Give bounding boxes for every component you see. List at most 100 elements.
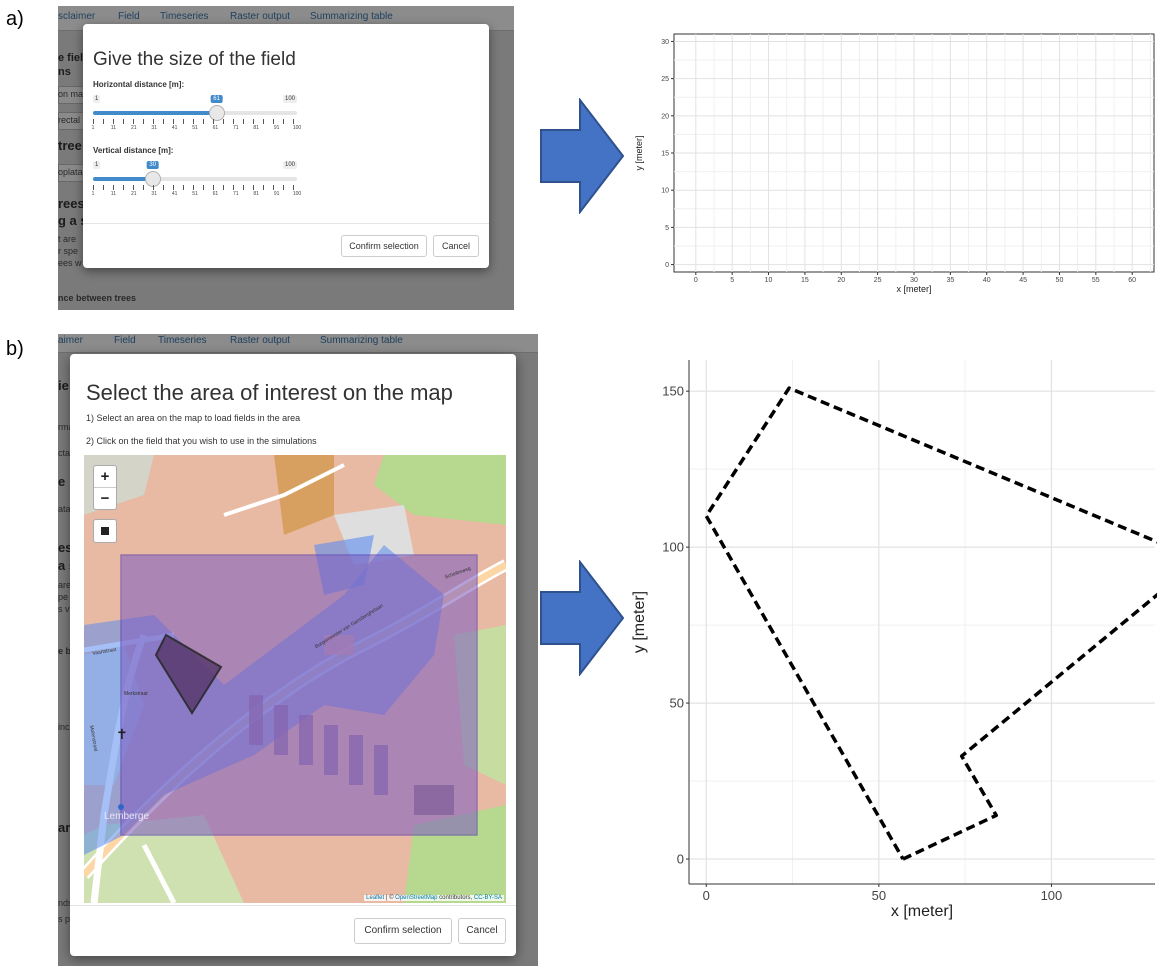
area-of-interest-modal: Select the area of interest on the map 1… (70, 354, 516, 956)
y-tick-label: 5 (665, 225, 669, 232)
osm-link[interactable]: OpenStreetMap (395, 895, 438, 901)
y-axis-label: y [meter] (631, 591, 648, 653)
zoom-in-button[interactable]: + (100, 468, 110, 485)
field-size-modal: Give the size of the field Horizontal di… (83, 24, 489, 268)
sidebar-text: e b (58, 646, 72, 656)
sidebar-text: es (58, 540, 73, 555)
tab-field[interactable]: Field (114, 335, 136, 346)
slider-min-label: 1 (93, 95, 101, 103)
y-tick-label: 50 (670, 696, 684, 711)
y-tick-label: 0 (665, 262, 669, 269)
x-tick-label: 45 (1019, 277, 1027, 284)
slider-min-label: 1 (93, 161, 101, 169)
x-tick-label: 0 (703, 888, 710, 903)
panel-label-b: b) (6, 338, 24, 360)
x-tick-label: 5 (730, 277, 734, 284)
x-tick-label: 50 (1056, 277, 1064, 284)
slider-tick-label: 100 (292, 125, 302, 131)
tab-field[interactable]: Field (118, 11, 140, 22)
vertical-distance-label: Vertical distance [m]: (93, 146, 174, 155)
slider-tick-label: 41 (171, 125, 178, 131)
sidebar-text: ata (58, 504, 71, 514)
sidebar-text: are (58, 580, 72, 590)
y-tick-label: 30 (661, 39, 669, 46)
sidebar-text: t are (58, 234, 77, 244)
sidebar-text: g a s (58, 213, 88, 228)
slider-tick-label: 11 (110, 125, 116, 131)
square-icon (101, 527, 109, 535)
tab-timeseries[interactable]: Timeseries (160, 11, 209, 22)
slider-tick-label: 61 (212, 191, 219, 197)
vertical-distance-slider[interactable]: 1 100 30 1 11 21 31 41 51 61 71 81 91 100 (92, 161, 301, 205)
x-axis-label: x [meter] (896, 284, 931, 294)
tab-timeseries[interactable]: Timeseries (158, 335, 207, 346)
sidebar-text: oplata (58, 167, 83, 177)
draw-rectangle-button[interactable] (93, 519, 117, 543)
map-attribution: Leaflet | © OpenStreetMap contributors, … (364, 895, 504, 901)
y-tick-label: 25 (661, 76, 669, 83)
confirm-selection-button[interactable]: Confirm selection (354, 918, 452, 944)
x-axis-label: x [meter] (891, 903, 953, 920)
x-tick-label: 60 (1128, 277, 1136, 284)
slider-tick-label: 71 (233, 125, 239, 131)
cancel-button[interactable]: Cancel (433, 235, 479, 257)
x-tick-label: 35 (946, 277, 954, 284)
tab-disclaimer[interactable]: sclaimer (58, 11, 96, 22)
leaflet-link[interactable]: Leaflet (366, 895, 385, 901)
y-tick-label: 10 (661, 188, 669, 195)
horizontal-distance-label: Horizontal distance [m]: (93, 80, 185, 89)
slider-tick-label: 41 (171, 191, 178, 197)
x-tick-label: 50 (872, 888, 886, 903)
x-tick-label: 10 (765, 277, 773, 284)
slider-track[interactable] (93, 177, 297, 181)
slider-tick-label: 61 (212, 125, 219, 131)
y-tick-label: 100 (662, 540, 684, 555)
tab-disclaimer[interactable]: aimer (58, 335, 84, 346)
y-tick-label: 150 (662, 384, 684, 399)
slider-tick-label: 91 (273, 125, 280, 131)
modal-title: Select the area of interest on the map (86, 380, 453, 405)
sidebar-text: ees w (58, 258, 82, 268)
x-tick-label: 30 (910, 277, 918, 284)
slider-tick-label: 1 (91, 125, 95, 131)
arrow-right-icon (540, 560, 624, 676)
tab-raster-output[interactable]: Raster output (230, 335, 291, 346)
cancel-button[interactable]: Cancel (458, 918, 506, 944)
sidebar-text: rma (58, 422, 74, 432)
tab-summarizing-table[interactable]: Summarizing table (310, 11, 393, 22)
sidebar-text: ar (58, 820, 71, 835)
slider-tick-label: 11 (110, 191, 116, 197)
sidebar-text: r spe (58, 246, 79, 256)
y-axis-label: y [meter] (634, 135, 644, 170)
x-tick-label: 25 (874, 277, 882, 284)
horizontal-distance-slider[interactable]: 1 100 61 1 11 21 31 41 51 61 71 81 91 100 (91, 95, 301, 139)
sidebar-text: cta (58, 448, 71, 458)
modal-title: Give the size of the field (93, 49, 296, 70)
instruction-2: 2) Click on the field that you wish to u… (86, 436, 317, 446)
map-tiles: ✝ (84, 455, 506, 903)
y-tick-label: 0 (677, 852, 684, 867)
sidebar-text: rees (58, 196, 85, 211)
x-tick-label: 0 (694, 277, 698, 284)
slider-max-label: 100 (282, 161, 297, 169)
zoom-control: + − (93, 465, 117, 510)
panel-label-a: a) (6, 8, 24, 30)
tab-summarizing-table[interactable]: Summarizing table (320, 335, 403, 346)
slider-tick-label: 91 (273, 191, 280, 197)
license-link[interactable]: CC-BY-SA (473, 895, 502, 901)
modal-footer: Confirm selection Cancel (70, 905, 516, 956)
slider-tick-label: 71 (233, 191, 239, 197)
zoom-out-button[interactable]: − (94, 487, 116, 509)
slider-tick-label: 51 (192, 191, 198, 197)
confirm-selection-button[interactable]: Confirm selection (341, 235, 427, 257)
sidebar-text: pe (58, 592, 69, 602)
slider-tick-label: 21 (131, 191, 137, 197)
instruction-1: 1) Select an area on the map to load fie… (86, 413, 301, 423)
sidebar-text: on ma (58, 89, 84, 99)
map[interactable]: ✝ Lemberge Burgemeester van Gansberghela… (84, 455, 506, 903)
plot-panel (689, 360, 1155, 884)
tab-raster-output[interactable]: Raster output (230, 11, 291, 22)
slider-tick-label: 31 (151, 191, 157, 197)
slider-value-label: 61 (210, 95, 223, 103)
sidebar-text: nce between trees (58, 293, 137, 303)
